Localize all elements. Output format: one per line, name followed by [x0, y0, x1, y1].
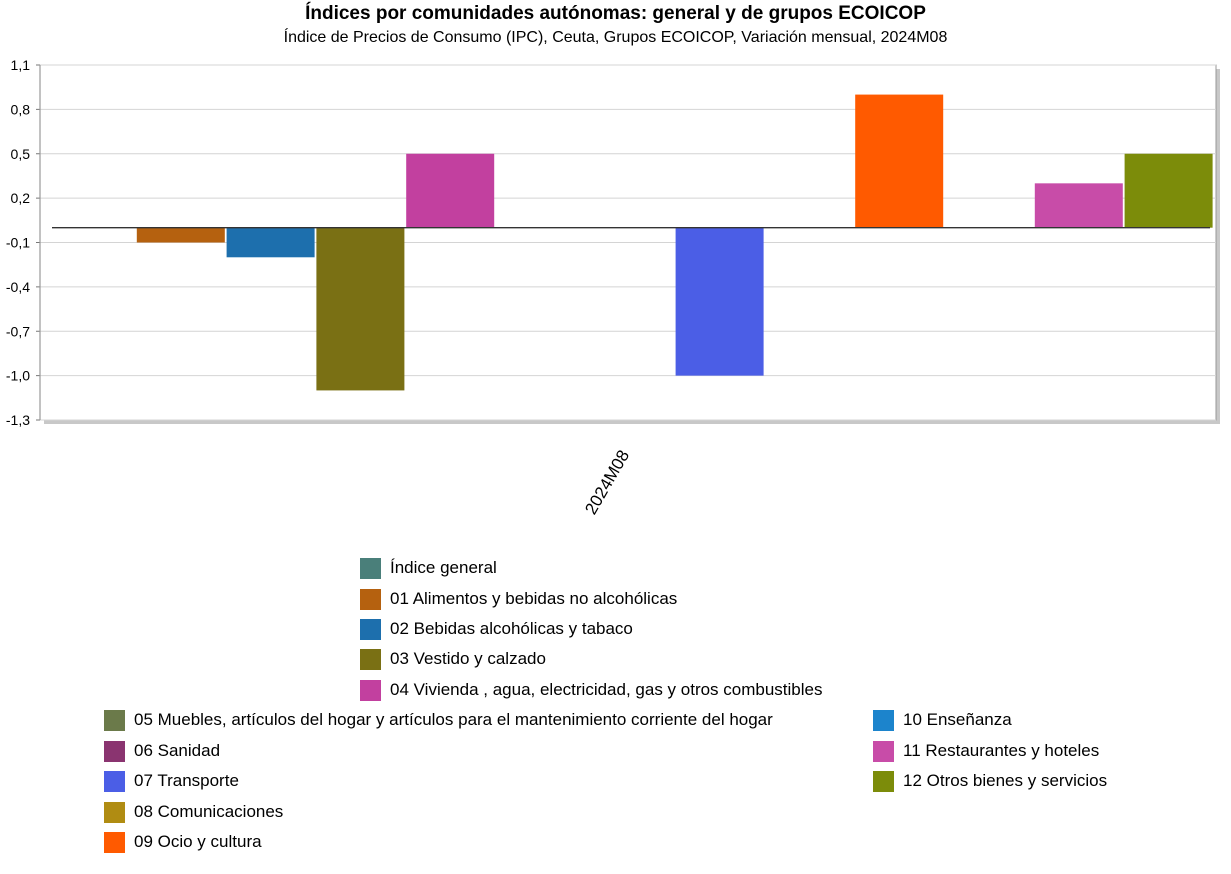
chart-subtitle: Índice de Precios de Consumo (IPC), Ceut… [283, 29, 948, 46]
bar-3 [226, 227, 315, 258]
legend-swatch [360, 618, 381, 640]
bar-8 [675, 227, 764, 376]
legend-item: 01 Alimentos y bebidas no alcohólicas [360, 588, 677, 610]
y-tick-label: 1,1 [11, 57, 31, 73]
bar-chart: 1,1 0,8 0,5 0,2 -0,1 -0,4 -0,7 -1,0 -1,3 2024M08 [6, 57, 1220, 518]
y-tick-label: 0,8 [11, 101, 31, 117]
legend-swatch [360, 588, 381, 610]
legend-item: Índice general [360, 557, 497, 579]
bar-12 [1034, 183, 1123, 228]
legend-swatch [104, 740, 125, 762]
legend-label: 05 Muebles, artículos del hogar y artícu… [134, 710, 773, 729]
y-tick-label: 0,2 [11, 190, 31, 206]
legend-label: 03 Vestido y calzado [390, 649, 546, 668]
legend-swatch [360, 648, 381, 670]
bar-2 [136, 227, 225, 243]
legend-label: 02 Bebidas alcohólicas y tabaco [390, 619, 633, 638]
legend-swatch [873, 770, 894, 792]
legend-swatch [360, 679, 381, 701]
legend-swatch [104, 831, 125, 853]
chart-title: Índices por comunidades autónomas: gener… [305, 3, 926, 24]
x-tick-label: 2024M08 [581, 447, 633, 518]
legend-item: 09 Ocio y cultura [104, 831, 262, 853]
legend-label: 09 Ocio y cultura [134, 832, 262, 851]
y-tick-label: -0,4 [6, 279, 30, 295]
legend-label: 01 Alimentos y bebidas no alcohólicas [390, 589, 678, 608]
legend-item: 12 Otros bienes y servicios [873, 770, 1107, 792]
bar-4 [316, 227, 405, 391]
legend-swatch [104, 801, 125, 823]
legend-item: 10 Enseñanza [873, 709, 1012, 731]
legend-item: 05 Muebles, artículos del hogar y artícu… [104, 709, 773, 731]
legend-label: 07 Transporte [134, 771, 239, 790]
legend-label: 10 Enseñanza [903, 710, 1012, 729]
legend-label: 11 Restaurantes y hoteles [903, 741, 1100, 760]
legend-label: Índice general [390, 558, 497, 577]
legend-swatch [104, 770, 125, 792]
bar-13 [1124, 153, 1213, 228]
legend-item: 03 Vestido y calzado [360, 648, 546, 670]
y-tick-label: -0,7 [6, 323, 30, 339]
legend-item: 08 Comunicaciones [104, 801, 283, 823]
legend-item: 02 Bebidas alcohólicas y tabaco [360, 618, 633, 640]
legend-swatch [873, 709, 894, 731]
legend-item: 06 Sanidad [104, 740, 220, 762]
legend-swatch [873, 740, 894, 762]
y-tick-label: -0,1 [6, 235, 30, 251]
legend-swatch [104, 709, 125, 731]
legend-item: 11 Restaurantes y hoteles [873, 740, 1099, 762]
y-tick-label: -1,3 [6, 412, 30, 428]
legend-item: 07 Transporte [104, 770, 239, 792]
y-tick-label: 0,5 [11, 146, 31, 162]
legend-label: 08 Comunicaciones [134, 802, 284, 821]
legend-item: 04 Vivienda , agua, electricidad, gas y … [360, 679, 823, 701]
legend-label: 06 Sanidad [134, 741, 221, 760]
bar-10 [855, 94, 944, 228]
legend-label: 04 Vivienda , agua, electricidad, gas y … [390, 680, 823, 699]
bar-5 [406, 153, 495, 228]
y-tick-label: -1,0 [6, 368, 30, 384]
legend-label: 12 Otros bienes y servicios [903, 771, 1108, 790]
legend-swatch [360, 557, 381, 579]
